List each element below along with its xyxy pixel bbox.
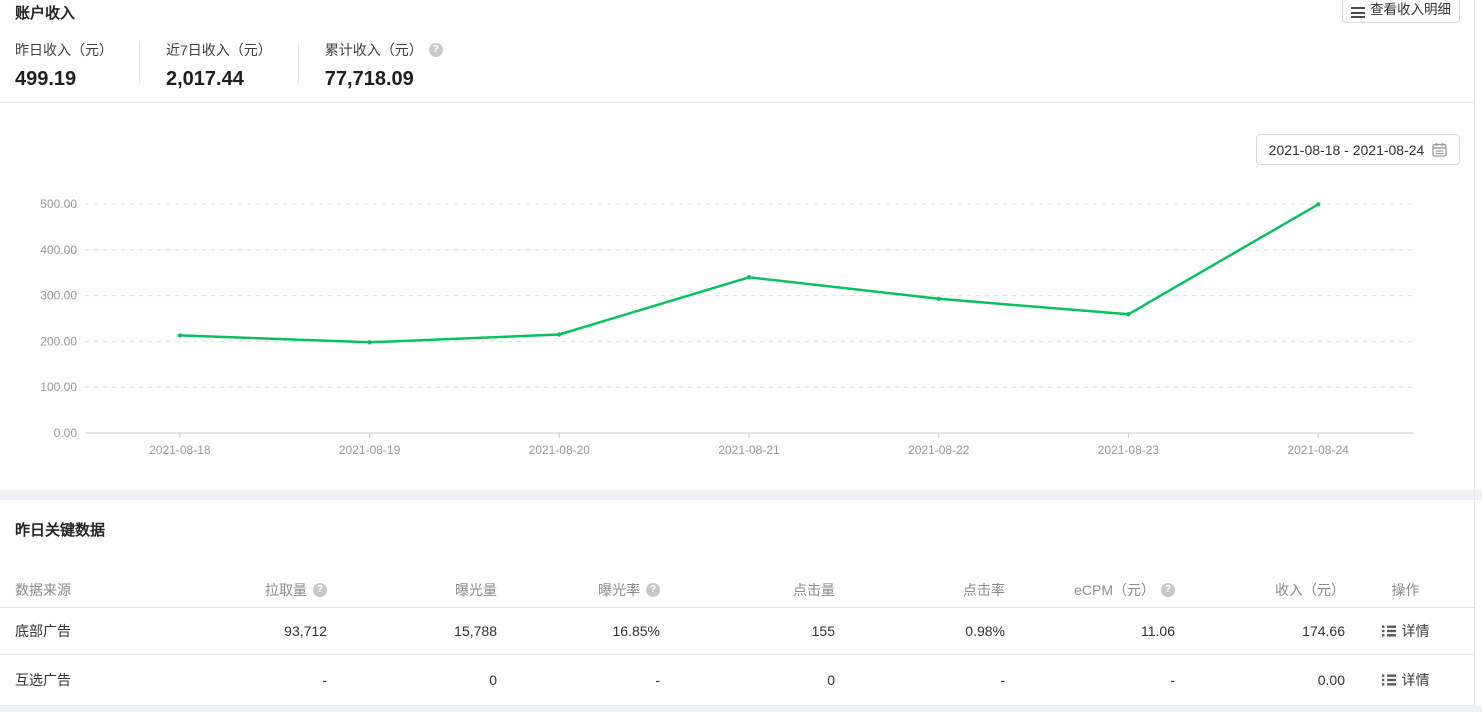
svg-text:100.00: 100.00 [40,380,77,394]
income-stats-row: 昨日收入（元） 499.19 近7日收入（元） 2,017.44 累计收入（元）… [15,40,443,91]
detail-button-label: 详情 [1401,671,1430,688]
detail-list-icon [1381,674,1396,685]
svg-text:400.00: 400.00 [40,243,77,257]
stat-yesterday-income: 昨日收入（元） 499.19 [15,40,113,91]
help-icon[interactable]: ? [313,582,327,597]
svg-text:200.00: 200.00 [40,334,77,348]
help-icon[interactable]: ? [428,43,443,57]
svg-text:2021-08-18: 2021-08-18 [149,443,211,457]
row-source: 底部广告 [0,607,250,655]
panel-gap [0,490,1482,500]
stat-value: 2,017.44 [166,68,244,90]
cell-pull-count: 93,712 [250,607,327,655]
svg-text:2021-08-23: 2021-08-23 [1098,443,1160,457]
cell-ecpm: 11.06 [1005,607,1175,655]
col-header-ecpm: eCPM（元）? [1005,573,1175,608]
revenue-line-chart[interactable]: 0.00100.00200.00300.00400.00500.002021-0… [0,104,1482,490]
date-range-value: 2021-08-18 - 2021-08-24 [1268,141,1425,158]
view-income-details-label: 查看收入明细 [1370,2,1451,17]
row-source: 互选广告 [0,654,250,706]
svg-text:2021-08-22: 2021-08-22 [908,443,970,457]
stat-label: 近7日收入（元） [166,42,272,58]
cell-income: 0.00 [1175,654,1345,706]
svg-text:0.00: 0.00 [54,426,78,440]
key-data-title: 昨日关键数据 [15,522,106,539]
cell-impressions: 15,788 [327,607,497,655]
cell-click-rate: - [835,654,1005,706]
detail-button[interactable]: 详情 [1381,670,1430,690]
stat-value: 77,718.09 [324,68,414,90]
cell-pull-count: - [250,654,327,706]
stat-last7days-income: 近7日收入（元） 2,017.44 [166,40,272,91]
col-header-impressions: 曝光量 [327,573,497,608]
account-income-panel: 账户收入 查看收入明细 昨日收入（元） 499.19 近7日收入（元） 2,01… [0,0,1474,103]
stat-value: 499.19 [15,68,77,90]
detail-button-label: 详情 [1401,622,1430,639]
cell-impression-rate: - [497,654,660,706]
cell-clicks: 0 [660,654,835,706]
svg-text:2021-08-20: 2021-08-20 [529,443,591,457]
stat-label: 昨日收入（元） [15,42,113,58]
help-icon[interactable]: ? [646,582,660,597]
stat-label: 累计收入（元） ? [325,40,443,60]
content-right-border [1474,0,1475,706]
svg-text:300.00: 300.00 [40,289,77,303]
calendar-icon [1432,142,1447,157]
col-header-action: 操作 [1345,573,1474,608]
key-data-panel: 昨日关键数据 数据来源 拉取量? 曝光量 曝光率? 点击量 [0,500,1474,706]
detail-list-icon [1381,625,1396,636]
col-header-source: 数据来源 [0,573,250,608]
detail-button[interactable]: 详情 [1381,621,1430,641]
table-header-row: 数据来源 拉取量? 曝光量 曝光率? 点击量 点击率 eCPM（元）? 收入（元… [0,573,1474,608]
stat-total-income: 累计收入（元） ? 77,718.09 [325,40,443,91]
table-row-bottom-ad: 底部广告 93,712 15,788 16.85% 155 0.98% 11.0… [0,607,1474,655]
col-header-label: 拉取量 [265,581,307,598]
cell-click-rate: 0.98% [835,607,1005,655]
divider [139,42,140,84]
col-header-label: eCPM（元） [1074,581,1155,598]
col-header-label: 曝光率 [598,581,640,598]
cell-income: 174.66 [1175,607,1345,655]
cell-ecpm: - [1005,654,1175,706]
cell-clicks: 155 [660,607,835,655]
page-title: 账户收入 [15,5,76,22]
cell-impressions: 0 [327,654,497,706]
svg-text:500.00: 500.00 [40,197,77,211]
help-icon[interactable]: ? [1161,582,1175,597]
key-data-table: 数据来源 拉取量? 曝光量 曝光率? 点击量 点击率 eCPM（元）? 收入（元… [0,573,1474,706]
col-header-click-rate: 点击率 [835,573,1005,608]
col-header-pull-count: 拉取量? [250,573,327,608]
divider [297,42,299,84]
stat-label-text: 累计收入（元） [324,42,423,58]
income-trend-panel: 2021-08-18 - 2021-08-24 0.00 100.00 200.00… [0,104,1482,490]
col-header-income: 收入（元） [1175,573,1345,608]
svg-text:2021-08-24: 2021-08-24 [1287,443,1349,457]
cell-impression-rate: 16.85% [497,607,660,655]
svg-text:2021-08-19: 2021-08-19 [339,443,401,457]
col-header-clicks: 点击量 [660,573,835,608]
table-row-mutual-ad: 互选广告 - 0 - 0 - - 0.00 [0,654,1474,706]
svg-text:2021-08-21: 2021-08-21 [718,443,780,457]
view-income-details-button[interactable]: 查看收入明细 [1342,0,1460,23]
date-range-picker[interactable]: 2021-08-18 - 2021-08-24 [1256,134,1460,165]
col-header-impression-rate: 曝光率? [497,573,660,608]
bottom-strip [0,706,1482,712]
list-menu-icon [1351,7,1365,18]
